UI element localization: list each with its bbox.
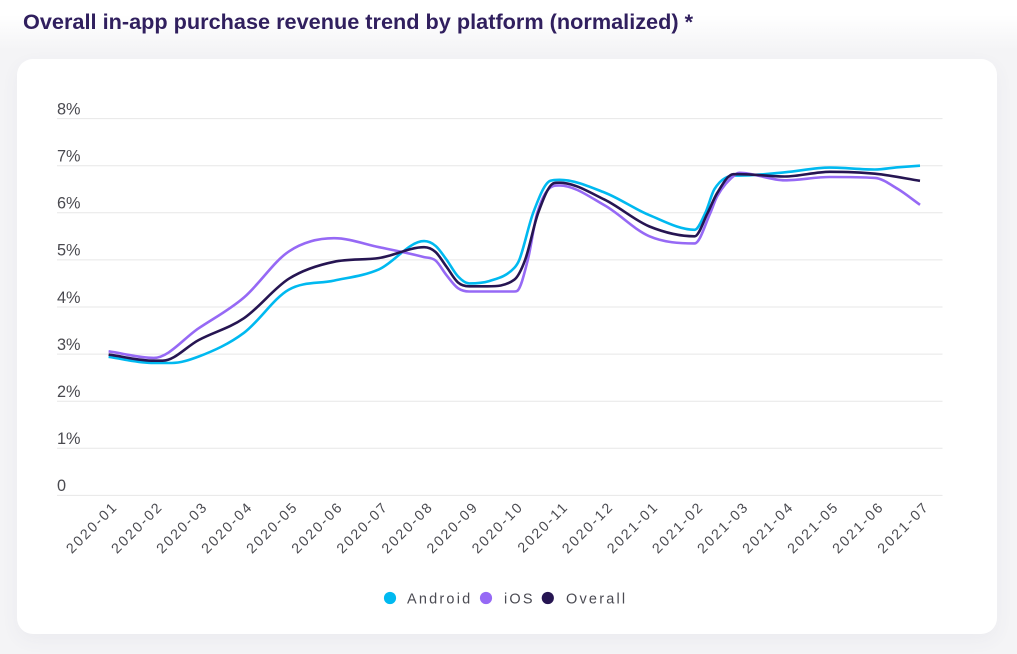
svg-text:4%: 4% [57,289,81,307]
svg-text:iOS: iOS [504,591,535,607]
svg-text:1%: 1% [57,430,81,448]
svg-text:8%: 8% [57,100,81,118]
svg-text:6%: 6% [57,195,81,213]
svg-text:Android: Android [407,591,472,607]
svg-text:5%: 5% [57,242,81,260]
svg-text:7%: 7% [57,148,81,166]
svg-text:2%: 2% [57,383,81,401]
svg-text:0: 0 [57,477,66,495]
svg-text:Overall: Overall [566,591,627,607]
svg-text:3%: 3% [57,336,81,354]
